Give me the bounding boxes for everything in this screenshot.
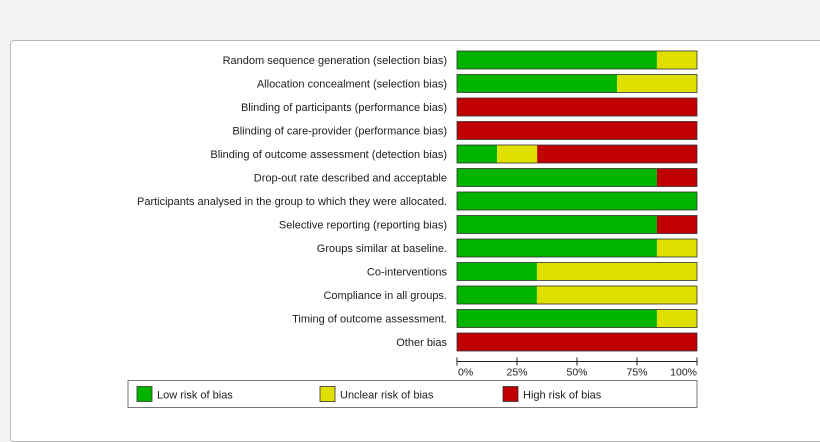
bar-segment-low bbox=[457, 74, 618, 93]
bar-segment-high bbox=[457, 333, 697, 351]
bar-outline bbox=[456, 262, 698, 281]
bar-outline bbox=[456, 309, 698, 328]
category-label: Participants analysed in the group to wh… bbox=[137, 196, 447, 208]
bar-segment-low bbox=[457, 286, 537, 304]
bar-segment-unclear bbox=[536, 262, 697, 281]
category-label: Co-interventions bbox=[367, 267, 448, 279]
bar-segment-unclear bbox=[497, 145, 538, 163]
category-label: Blinding of participants (performance bi… bbox=[241, 102, 447, 114]
legend-swatch bbox=[319, 386, 336, 402]
bar-segment-high bbox=[457, 98, 697, 116]
legend-swatch bbox=[136, 386, 153, 402]
bar-outline bbox=[456, 238, 698, 258]
category-label: Allocation concealment (selection bias) bbox=[257, 79, 447, 91]
bar-outline bbox=[456, 50, 698, 70]
x-tick-label: 0% bbox=[458, 367, 473, 379]
bar-segment-unclear bbox=[617, 74, 697, 93]
x-tick-label: 50% bbox=[566, 367, 587, 379]
bar-segment-low bbox=[457, 192, 697, 210]
category-label: Random sequence generation (selection bi… bbox=[223, 55, 447, 67]
bar-segment-low bbox=[457, 215, 657, 234]
bar-segment-low bbox=[457, 168, 657, 187]
bar-outline bbox=[456, 285, 698, 305]
x-tick-label: 100% bbox=[670, 367, 697, 379]
bar-outline bbox=[456, 168, 698, 187]
bar-outline bbox=[456, 144, 698, 164]
bar-segment-high bbox=[537, 145, 697, 163]
bar-segment-low bbox=[457, 309, 657, 328]
risk-of-bias-chart: Random sequence generation (selection bi… bbox=[127, 47, 701, 411]
chart-canvas: Random sequence generation (selection bi… bbox=[127, 50, 698, 408]
category-label: Blinding of outcome assessment (detectio… bbox=[210, 149, 447, 161]
legend-label: High risk of bias bbox=[523, 390, 602, 402]
bar-segment-high bbox=[656, 215, 697, 234]
x-tick-label: 75% bbox=[626, 367, 647, 379]
bar-segment-unclear bbox=[536, 286, 697, 304]
legend-label: Unclear risk of bias bbox=[340, 390, 434, 402]
category-label: Groups similar at baseline. bbox=[317, 243, 447, 255]
bar-outline bbox=[456, 332, 698, 352]
category-label: Timing of outcome assessment. bbox=[292, 314, 447, 326]
bar-segment-high bbox=[656, 168, 697, 187]
bar-segment-low bbox=[457, 239, 657, 257]
category-label: Drop-out rate described and acceptable bbox=[254, 173, 447, 185]
bar-segment-unclear bbox=[656, 51, 697, 69]
bar-segment-high bbox=[457, 121, 697, 140]
category-label: Selective reporting (reporting bias) bbox=[279, 220, 447, 232]
bar-outline bbox=[456, 191, 698, 211]
bar-outline bbox=[456, 121, 698, 140]
bar-segment-unclear bbox=[656, 309, 697, 328]
legend-box bbox=[127, 380, 698, 408]
legend-swatch bbox=[502, 386, 519, 402]
bar-segment-unclear bbox=[656, 239, 697, 257]
bar-segment-low bbox=[457, 51, 657, 69]
bar-outline bbox=[456, 74, 698, 93]
category-label: Compliance in all groups. bbox=[323, 290, 447, 302]
category-label: Other bias bbox=[396, 337, 447, 349]
legend-label: Low risk of bias bbox=[157, 390, 233, 402]
bar-outline bbox=[456, 97, 698, 117]
category-label: Blinding of care-provider (performance b… bbox=[232, 126, 447, 138]
bar-outline bbox=[456, 215, 698, 234]
bar-segment-low bbox=[457, 145, 498, 163]
bar-segment-low bbox=[457, 262, 537, 281]
x-tick-label: 25% bbox=[506, 367, 527, 379]
